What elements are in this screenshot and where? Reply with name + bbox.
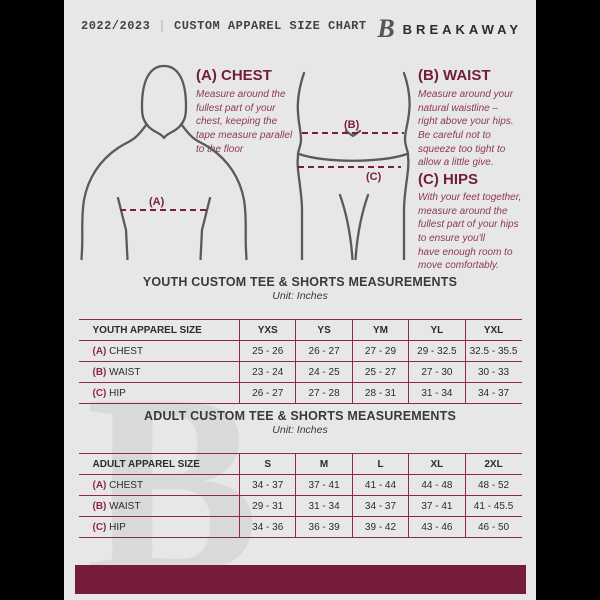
svg-text:(B): (B) — [344, 119, 360, 131]
svg-text:(C): (C) — [366, 171, 382, 183]
svg-text:(A): (A) — [149, 196, 165, 208]
